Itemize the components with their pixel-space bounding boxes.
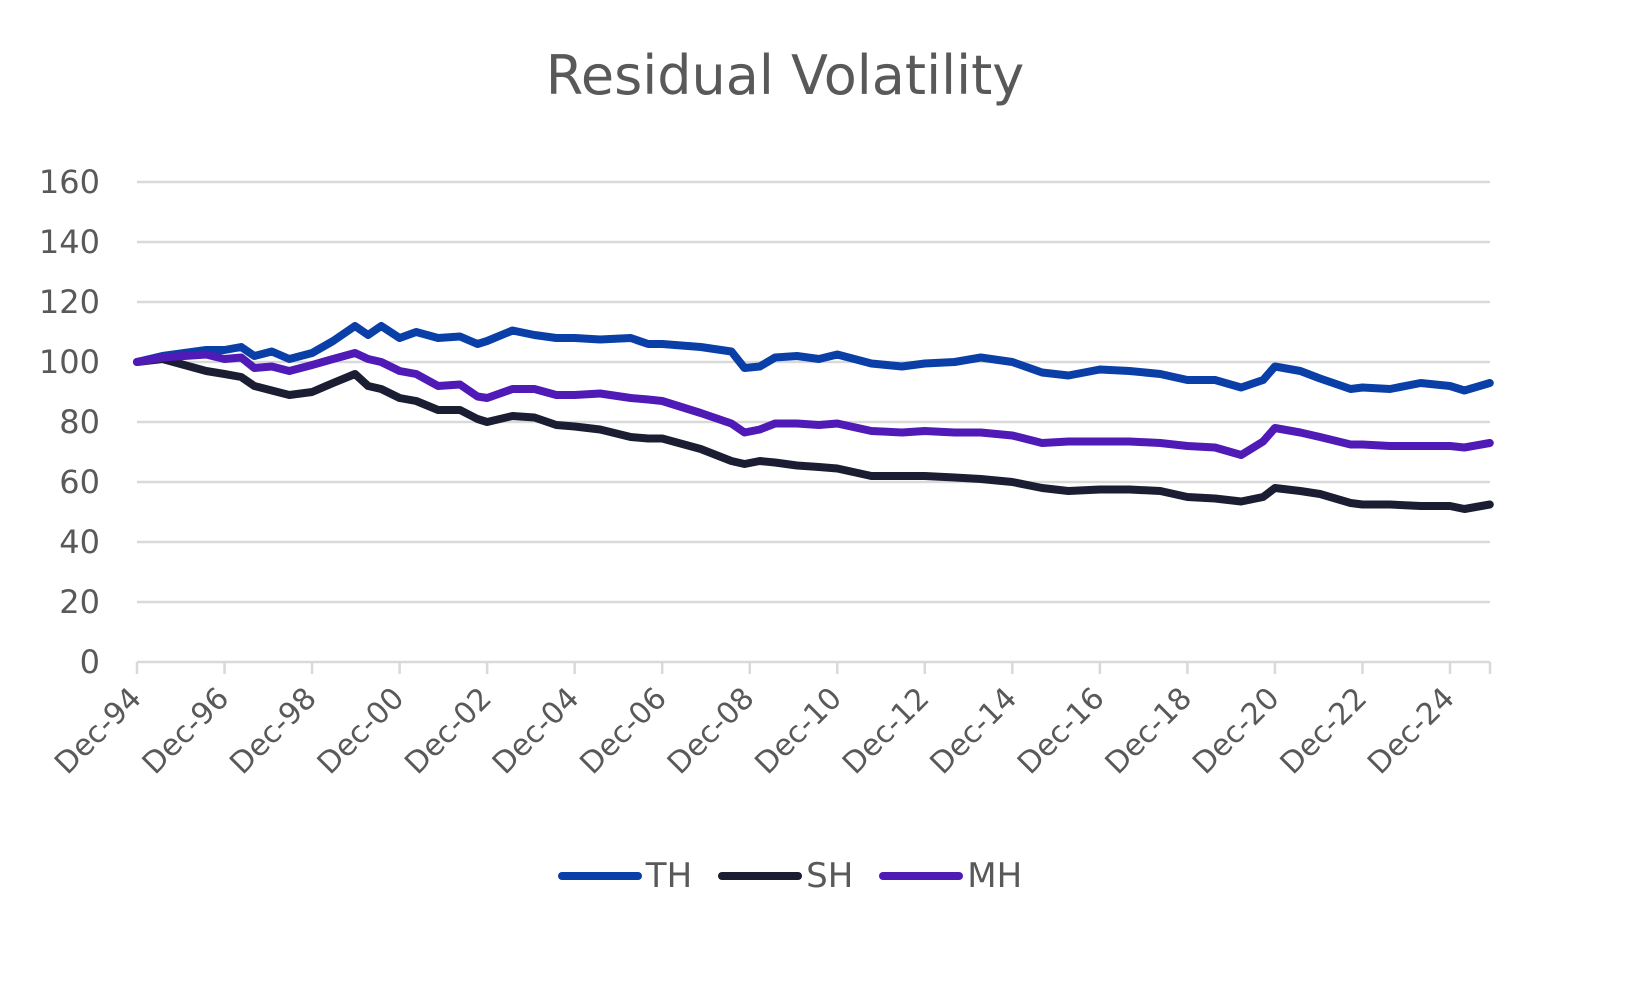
legend-item-sh: SH [718,856,853,896]
x-tick-label: Dec-98 [223,681,323,781]
x-tick-label: Dec-08 [661,681,761,781]
series-line-th [133,322,1494,395]
x-tick-label: Dec-12 [836,681,936,781]
legend-swatch [718,872,803,880]
x-tick-label: Dec-02 [398,681,498,781]
x-tick-label: Dec-00 [311,681,411,781]
y-tick-label: 160 [39,163,100,201]
legend-item-th: TH [557,856,693,896]
x-tick-label: Dec-24 [1361,681,1461,781]
legend: TH SH MH [0,856,1580,896]
series-line-sh [133,355,1494,513]
gridlines [137,180,1490,604]
x-tick-label: Dec-22 [1274,681,1374,781]
y-tick-label: 140 [39,223,100,261]
legend-label: TH [645,856,693,896]
y-tick-label: 0 [80,643,100,681]
legend-label: SH [806,856,854,896]
x-tick-label: Dec-04 [486,681,586,781]
x-axis: Dec-94Dec-96Dec-98Dec-00Dec-02Dec-04Dec-… [48,660,1492,781]
y-tick-label: 120 [39,283,100,321]
line-chart: 0 20 40 60 80 100 120 140 160 Dec-94Dec-96Dec-98… [39,163,1494,781]
legend-label: MH [967,856,1023,896]
x-tick-label: Dec-14 [924,681,1024,781]
y-tick-label: 40 [59,523,100,561]
x-tick-label: Dec-10 [748,681,848,781]
x-tick-label: Dec-16 [1011,681,1111,781]
series-line-mh [133,349,1494,459]
y-tick-label: 20 [59,583,100,621]
legend-swatch [557,872,642,880]
series-lines [133,322,1494,513]
x-tick-label: Dec-06 [573,681,673,781]
x-tick-label: Dec-18 [1099,681,1199,781]
y-tick-label: 60 [59,463,100,501]
y-axis-tick-labels: 0 20 40 60 80 100 120 140 160 [39,163,100,681]
chart-title: Residual Volatility [545,44,1025,107]
x-tick-label: Dec-94 [48,681,148,781]
y-tick-label: 80 [59,403,100,441]
y-tick-label: 100 [39,343,100,381]
legend-item-mh: MH [879,856,1022,896]
x-tick-label: Dec-20 [1186,681,1286,781]
legend-swatch [879,872,964,880]
x-tick-label: Dec-96 [136,681,236,781]
